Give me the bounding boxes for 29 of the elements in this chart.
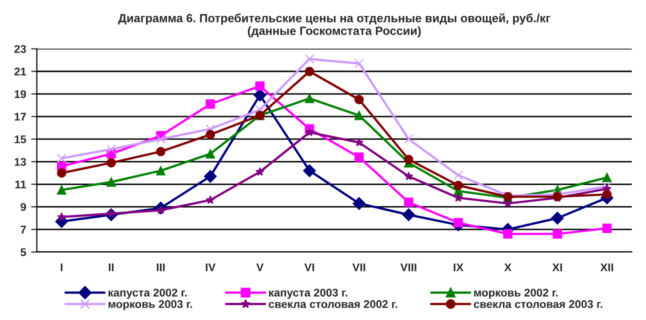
chart-title: Диаграмма 6. Потребительские цены на отдельные виды овощей, руб./кг (данные Госкомстата России) xyxy=(118,13,550,38)
y-tick-label: 13 xyxy=(14,158,26,166)
x-tick-label: III xyxy=(156,264,165,272)
legend-label: морковь 2003 г. xyxy=(108,300,192,310)
x-tick-label: VI xyxy=(304,264,314,272)
x-tick-label: V xyxy=(256,264,264,272)
x-tick-label: VIII xyxy=(400,264,416,272)
y-tick-label: 21 xyxy=(14,68,26,76)
y-tick-label: 7 xyxy=(20,226,26,234)
x-tick-label: II xyxy=(108,264,114,272)
x-tick-label: I xyxy=(60,264,62,272)
x-tick-label: XI xyxy=(552,264,562,272)
y-tick-label: 15 xyxy=(14,135,26,144)
legend-label: капуста 2003 г. xyxy=(269,288,348,299)
y-tick-label: 23 xyxy=(14,45,26,53)
legend-label: свекла столовая 2003 г. xyxy=(474,300,602,308)
y-tick-label: 9 xyxy=(20,203,26,211)
y-tick-label: 17 xyxy=(14,112,26,121)
x-tick-label: VII xyxy=(352,264,366,272)
y-tick-label: 19 xyxy=(14,90,26,98)
x-tick-label: XII xyxy=(600,264,614,272)
legend-label: капуста 2002 г. xyxy=(108,288,187,299)
legend-label: морковь 2002 г. xyxy=(474,288,558,299)
x-tick-label: IV xyxy=(206,264,216,272)
x-tick-label: IX xyxy=(454,264,464,272)
legend-label: свекла столовая 2002 г. xyxy=(268,300,398,308)
y-tick-label: 5 xyxy=(20,248,26,256)
x-tick-label: X xyxy=(504,264,512,272)
y-tick-label: 11 xyxy=(15,180,26,188)
